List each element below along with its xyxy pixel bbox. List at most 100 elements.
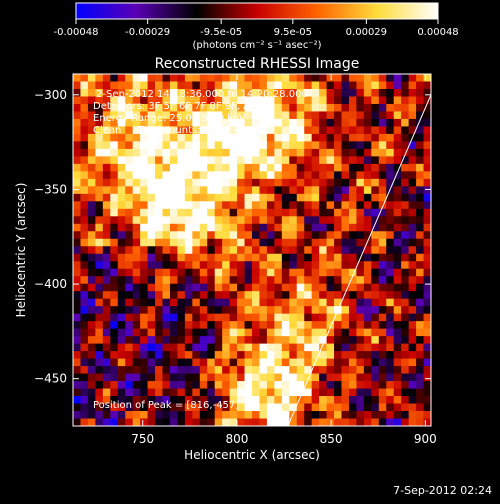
heatmap-cell	[132, 163, 141, 172]
heatmap-cell	[386, 186, 395, 195]
heatmap-cell	[363, 163, 372, 172]
heatmap-cell	[184, 306, 193, 315]
heatmap-cell	[289, 231, 298, 240]
heatmap-cell	[95, 156, 104, 165]
heatmap-cell	[281, 96, 290, 105]
heatmap-cell	[266, 403, 275, 412]
heatmap-cell	[117, 148, 126, 157]
heatmap-cell	[229, 178, 238, 187]
heatmap-cell	[363, 231, 372, 240]
heatmap-cell	[334, 148, 343, 157]
heatmap-cell	[80, 223, 89, 232]
heatmap-cell	[95, 373, 104, 382]
heatmap-cell	[341, 253, 350, 262]
heatmap-cell	[304, 418, 313, 426]
heatmap-cell	[102, 403, 111, 412]
heatmap-cell	[177, 351, 186, 360]
heatmap-cell	[125, 388, 134, 397]
heatmap-cell	[199, 261, 208, 270]
heatmap-cell	[132, 103, 141, 113]
heatmap-cell	[416, 366, 425, 375]
heatmap-cell	[162, 373, 171, 382]
heatmap-cell	[259, 246, 268, 255]
heatmap-cell	[319, 306, 328, 315]
heatmap-cell	[378, 74, 387, 83]
heatmap-cell	[140, 381, 149, 390]
heatmap-cell	[408, 156, 417, 165]
heatmap-cell	[281, 388, 290, 397]
heatmap-cell	[110, 88, 119, 98]
heatmap-cell	[319, 328, 328, 337]
heatmap-cell	[199, 193, 208, 202]
heatmap-cell	[222, 366, 231, 375]
heatmap-cell	[229, 358, 238, 367]
heatmap-cell	[311, 163, 320, 172]
heatmap-cell	[423, 276, 431, 285]
heatmap-cell	[334, 351, 343, 360]
heatmap-cell	[125, 403, 134, 412]
heatmap-cell	[259, 418, 268, 426]
heatmap-cell	[363, 208, 372, 217]
heatmap-cell	[140, 238, 149, 247]
colorbar-frame	[75, 2, 439, 20]
heatmap-cell	[110, 253, 119, 262]
heatmap-cell	[281, 118, 290, 128]
heatmap-cell	[73, 328, 82, 337]
heatmap-cell	[155, 96, 164, 105]
heatmap-cell	[296, 238, 305, 247]
heatmap-cell	[378, 306, 387, 315]
heatmap-cell	[319, 358, 328, 367]
heatmap-cell	[155, 396, 164, 405]
heatmap-cell	[132, 118, 141, 128]
heatmap-cell	[363, 306, 372, 315]
heatmap-cell	[244, 373, 253, 382]
heatmap-cell	[162, 118, 171, 128]
heatmap-cell	[401, 193, 410, 202]
heatmap-cell	[289, 388, 298, 397]
heatmap-cell	[408, 103, 417, 113]
heatmap-cell	[423, 373, 431, 382]
heatmap-cell	[281, 126, 290, 135]
heatmap-cell	[348, 208, 358, 217]
heatmap-cells	[73, 74, 431, 426]
heatmap-cell	[319, 141, 328, 150]
heatmap-cell	[102, 148, 111, 157]
heatmap-cell	[117, 321, 126, 330]
heatmap-cell	[311, 103, 320, 113]
heatmap-cell	[155, 336, 164, 345]
heatmap-cell	[319, 81, 328, 90]
heatmap-cell	[311, 276, 320, 285]
heatmap-cell	[177, 388, 186, 397]
heatmap-cell	[117, 201, 126, 210]
heatmap-cell	[281, 328, 290, 337]
heatmap-cell	[401, 126, 410, 135]
heatmap-cell	[155, 261, 164, 270]
heatmap-cell	[73, 156, 82, 165]
heatmap-cell	[169, 336, 179, 345]
heatmap-cell	[416, 111, 425, 120]
heatmap-cell	[281, 381, 290, 390]
heatmap-cell	[207, 81, 216, 90]
heatmap-cell	[416, 313, 425, 322]
heatmap-cell	[423, 178, 431, 187]
heatmap-cell	[80, 201, 89, 210]
heatmap-cell	[73, 298, 82, 307]
heatmap-cell	[304, 74, 313, 83]
heatmap-cell	[281, 111, 290, 120]
heatmap-cell	[378, 88, 387, 98]
heatmap-cell	[192, 126, 201, 135]
heatmap-cell	[334, 96, 343, 105]
heatmap-cell	[147, 396, 156, 405]
heatmap-cell	[423, 298, 431, 307]
heatmap-cell	[371, 396, 380, 405]
heatmap-cell	[259, 156, 268, 165]
heatmap-cell	[162, 178, 171, 187]
heatmap-cell	[386, 126, 395, 135]
heatmap-cell	[80, 193, 89, 202]
heatmap-cell	[363, 388, 372, 397]
heatmap-cell	[102, 276, 111, 285]
heatmap-cell	[401, 81, 410, 90]
heatmap-cell	[386, 148, 395, 157]
heatmap-cell	[408, 276, 417, 285]
heatmap-cell	[371, 411, 380, 420]
